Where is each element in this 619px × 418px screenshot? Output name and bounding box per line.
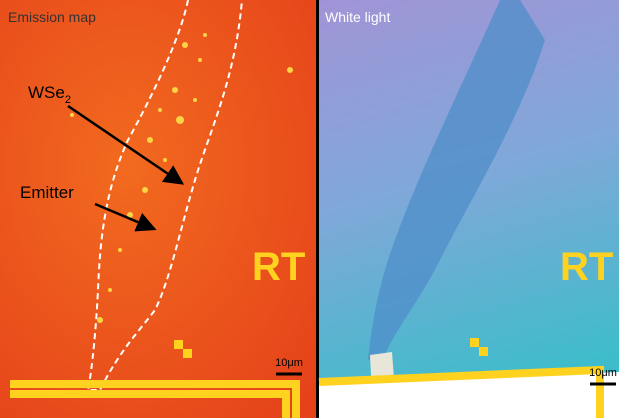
panel-label: White light: [325, 9, 390, 25]
emission-panel: Emission map WSe2 Emitter RT 10μm: [0, 0, 316, 418]
marker-text: RT: [560, 245, 613, 289]
annotation: Emitter: [20, 183, 74, 202]
panel-label: Emission map: [8, 9, 96, 25]
marker-text: RT: [252, 245, 305, 289]
figure: Emission map WSe2 Emitter RT 10μm White …: [0, 0, 619, 418]
scale-bar-label: 10μm: [275, 357, 303, 369]
scale-bar-label: 10μm: [589, 367, 617, 379]
white-light-panel: White light RT 10μm: [319, 0, 619, 418]
